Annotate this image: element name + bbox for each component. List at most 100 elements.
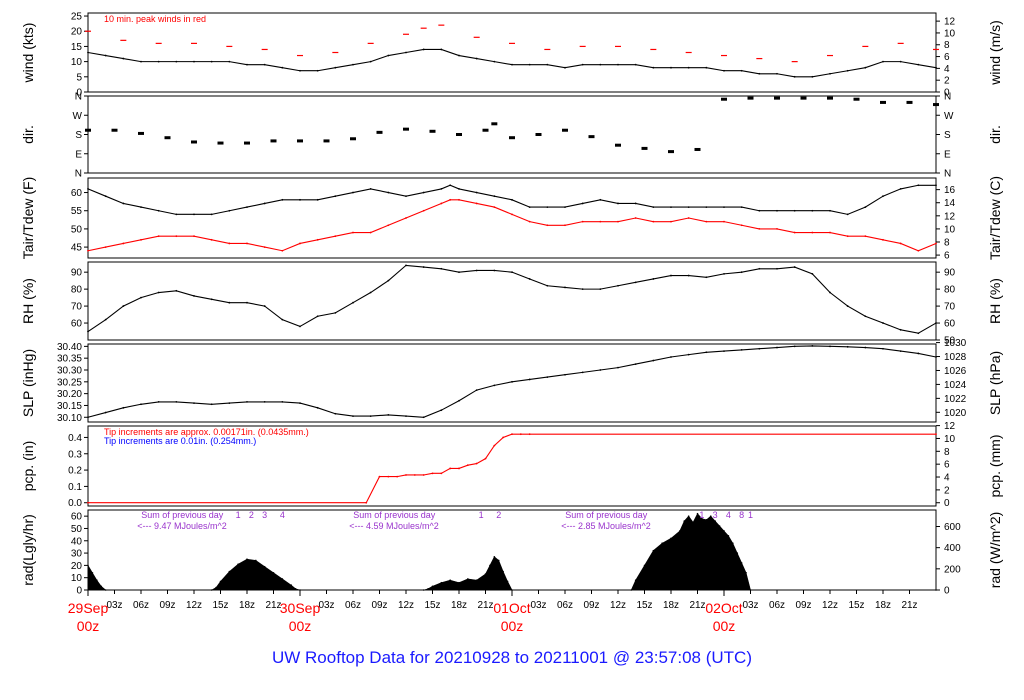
rad-marker: 4 (280, 510, 285, 520)
rad-left-tick-label: 10 (71, 573, 83, 584)
dir-ylabel-left: dir. (20, 125, 36, 144)
slp-slp-point (546, 376, 549, 378)
slp-slp-point (493, 384, 496, 387)
rad-point (652, 549, 655, 552)
rad-marker: 4 (726, 510, 731, 520)
slp-right-tick-label: 1022 (944, 394, 967, 405)
slp-slp-point (899, 350, 902, 352)
wind-wind-point (864, 66, 867, 69)
wind-wind-point (157, 60, 160, 63)
rad-ylabel-left: rad(Lgly/hr) (20, 514, 36, 586)
rad-point (263, 565, 266, 568)
rad-point (727, 535, 730, 537)
rad-point (630, 589, 633, 591)
temp-tdew-point (210, 238, 213, 241)
rad-point (692, 521, 694, 524)
temp-tdew-point (352, 231, 354, 234)
rad-marker: 1 (236, 510, 241, 520)
day-tick-hour: 00z (289, 618, 312, 634)
rh-rh-point (829, 291, 831, 294)
dir-point (429, 129, 436, 133)
temp-tdew-point (599, 220, 602, 223)
slp-slp-point (793, 345, 796, 348)
wind-wind-point (246, 63, 248, 66)
rh-rh-point (511, 271, 513, 274)
pcp-ylabel-left: pcp. (in) (20, 441, 36, 492)
pcp-ylabel-right: pcp. (mm) (987, 435, 1003, 498)
rh-rh-point (634, 281, 637, 284)
rad-point (683, 520, 686, 522)
temp-tair-point (793, 209, 796, 212)
rh-right-tick-label: 50 (944, 336, 956, 347)
wind-wind-point (846, 69, 849, 72)
pcp-right-tick-label: 0 (944, 498, 950, 509)
rh-rh-point (334, 311, 337, 314)
hour-tick-label: 06z (345, 600, 361, 611)
pcp-pcp-point (378, 475, 381, 478)
wind-wind-point (935, 66, 937, 69)
pcp-right-tick-label: 12 (944, 421, 956, 432)
dir-point (456, 133, 462, 136)
rad-point (484, 573, 487, 575)
rh-rh-line (87, 264, 937, 334)
pcp-right-tick-label: 6 (944, 460, 950, 471)
dir-point (721, 97, 727, 101)
rad-point (643, 564, 646, 567)
slp-left-tick-label: 30.15 (57, 401, 82, 412)
temp-tair-point (387, 191, 390, 194)
temp-tair-point (104, 195, 107, 198)
temp-tair-point (935, 184, 937, 187)
rad-point (935, 589, 937, 591)
wind-right-tick-label: 4 (944, 64, 950, 75)
slp-slp-point (422, 416, 425, 419)
slp-frame (87, 343, 937, 423)
temp-tdew-line (87, 199, 937, 252)
wind-wind-point (422, 48, 425, 51)
pcp-pcp-point (387, 475, 390, 478)
wind-wind-point (581, 63, 584, 66)
dir-left-tick-label: N (75, 169, 82, 180)
temp-tair-point (511, 198, 513, 201)
dir-point (491, 122, 498, 126)
temp-tdew-point (475, 202, 478, 205)
temp-tdew-point (316, 238, 319, 241)
hour-tick-label: 06z (769, 600, 785, 611)
dir-point (164, 136, 171, 140)
rh-rh-point (758, 267, 761, 270)
slp-slp-point (652, 359, 655, 362)
wind-right-tick-label: 12 (944, 17, 956, 28)
rh-rh-point (299, 325, 301, 328)
rad-point (714, 520, 716, 522)
rad-marker: 3 (262, 510, 267, 520)
slp-slp-point (705, 351, 708, 354)
rh-rh-point (846, 305, 849, 307)
temp-tair-point (723, 206, 725, 208)
temp-right-tick-label: 12 (944, 211, 956, 222)
pcp-pcp-point (422, 474, 425, 476)
temp-right-tick-label: 6 (944, 251, 950, 262)
dir-point (668, 150, 674, 154)
temp-tdew-point (440, 202, 443, 205)
rad-left-tick-label: 30 (71, 549, 83, 560)
temp-tdew-point (140, 238, 142, 241)
hour-tick-label: 15z (424, 600, 440, 611)
rad-point (431, 585, 434, 588)
temp-tair-point (829, 209, 831, 212)
temp-left-tick-label: 50 (71, 224, 83, 235)
pcp-left-tick-label: 0.2 (68, 466, 82, 477)
pcp-pcp-point (87, 501, 89, 504)
rh-rh-point (369, 291, 372, 294)
temp-tair-point (758, 209, 761, 212)
rh-left-tick-label: 70 (71, 302, 83, 313)
rh-rh-point (422, 266, 425, 268)
wind-ylabel-left: wind (kts) (20, 23, 36, 84)
temp-tdew-point (511, 213, 513, 216)
wind-right-tick-label: 10 (944, 28, 956, 39)
slp-slp-point (210, 403, 213, 406)
rh-rh-point (917, 332, 920, 335)
hour-tick-label: 03z (318, 600, 334, 611)
temp-tair-point (581, 202, 584, 205)
pcp-pcp-point (458, 467, 460, 470)
rad-point (422, 589, 425, 591)
